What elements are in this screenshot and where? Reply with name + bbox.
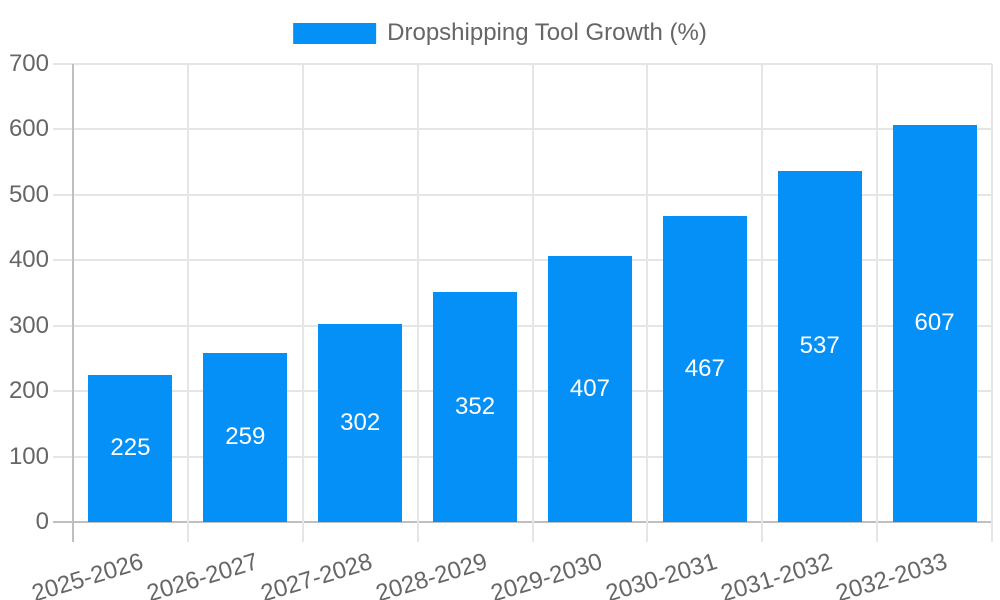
legend-label: Dropshipping Tool Growth (%) [387, 19, 707, 46]
bar[interactable] [547, 255, 632, 522]
y-tick-label: 400 [8, 246, 49, 274]
y-tick-label: 0 [35, 508, 49, 535]
x-tick-label: 2030-2031 [602, 548, 721, 600]
gridline-vertical [761, 64, 764, 522]
x-tick-label: 2032-2033 [832, 548, 951, 600]
bar[interactable] [433, 291, 518, 522]
y-axis-tick [53, 390, 73, 393]
x-axis-tick [761, 522, 764, 542]
x-axis-tick [991, 522, 993, 542]
x-axis-tick [876, 522, 879, 542]
y-axis-tick [53, 63, 73, 65]
bar[interactable] [662, 216, 747, 522]
y-tick-label: 700 [8, 50, 49, 77]
gridline-vertical [531, 64, 534, 522]
x-axis-tick [301, 522, 304, 542]
gridline-vertical [186, 64, 189, 522]
y-axis-line [72, 64, 74, 522]
gridline-vertical [876, 64, 879, 522]
x-axis-tick [416, 522, 419, 542]
y-axis-tick [53, 259, 73, 262]
y-tick-label: 200 [8, 377, 49, 405]
gridline-vertical [416, 64, 419, 522]
bar[interactable] [892, 124, 977, 522]
legend-item[interactable]: Dropshipping Tool Growth (%) [293, 20, 707, 46]
bar[interactable] [777, 170, 862, 522]
bar[interactable] [318, 324, 403, 522]
bar[interactable] [203, 352, 288, 522]
y-tick-label: 600 [8, 115, 49, 143]
x-tick-label: 2029-2030 [487, 548, 606, 600]
bar[interactable] [88, 374, 173, 522]
x-tick-label: 2025-2026 [28, 548, 147, 600]
y-axis-tick [53, 128, 73, 131]
y-axis-tick [53, 455, 73, 458]
x-axis-tick [531, 522, 534, 542]
y-tick-label: 100 [8, 442, 49, 470]
legend-swatch [293, 22, 377, 44]
x-tick-label: 2026-2027 [143, 548, 261, 600]
y-tick-label: 300 [8, 311, 49, 339]
y-axis-tick [53, 193, 73, 196]
y-axis-tick [53, 324, 73, 327]
gridline-vertical [646, 64, 649, 522]
gridline-vertical [991, 64, 993, 522]
x-tick-label: 2031-2032 [717, 548, 836, 600]
x-tick-label: 2028-2029 [373, 548, 491, 600]
x-tick-label: 2027-2028 [258, 548, 376, 600]
x-axis-tick [186, 522, 189, 542]
gridline-vertical [301, 64, 304, 522]
x-axis-tick [72, 522, 74, 542]
y-axis-tick [53, 521, 73, 523]
y-tick-label: 500 [8, 180, 49, 208]
x-axis-tick [646, 522, 649, 542]
